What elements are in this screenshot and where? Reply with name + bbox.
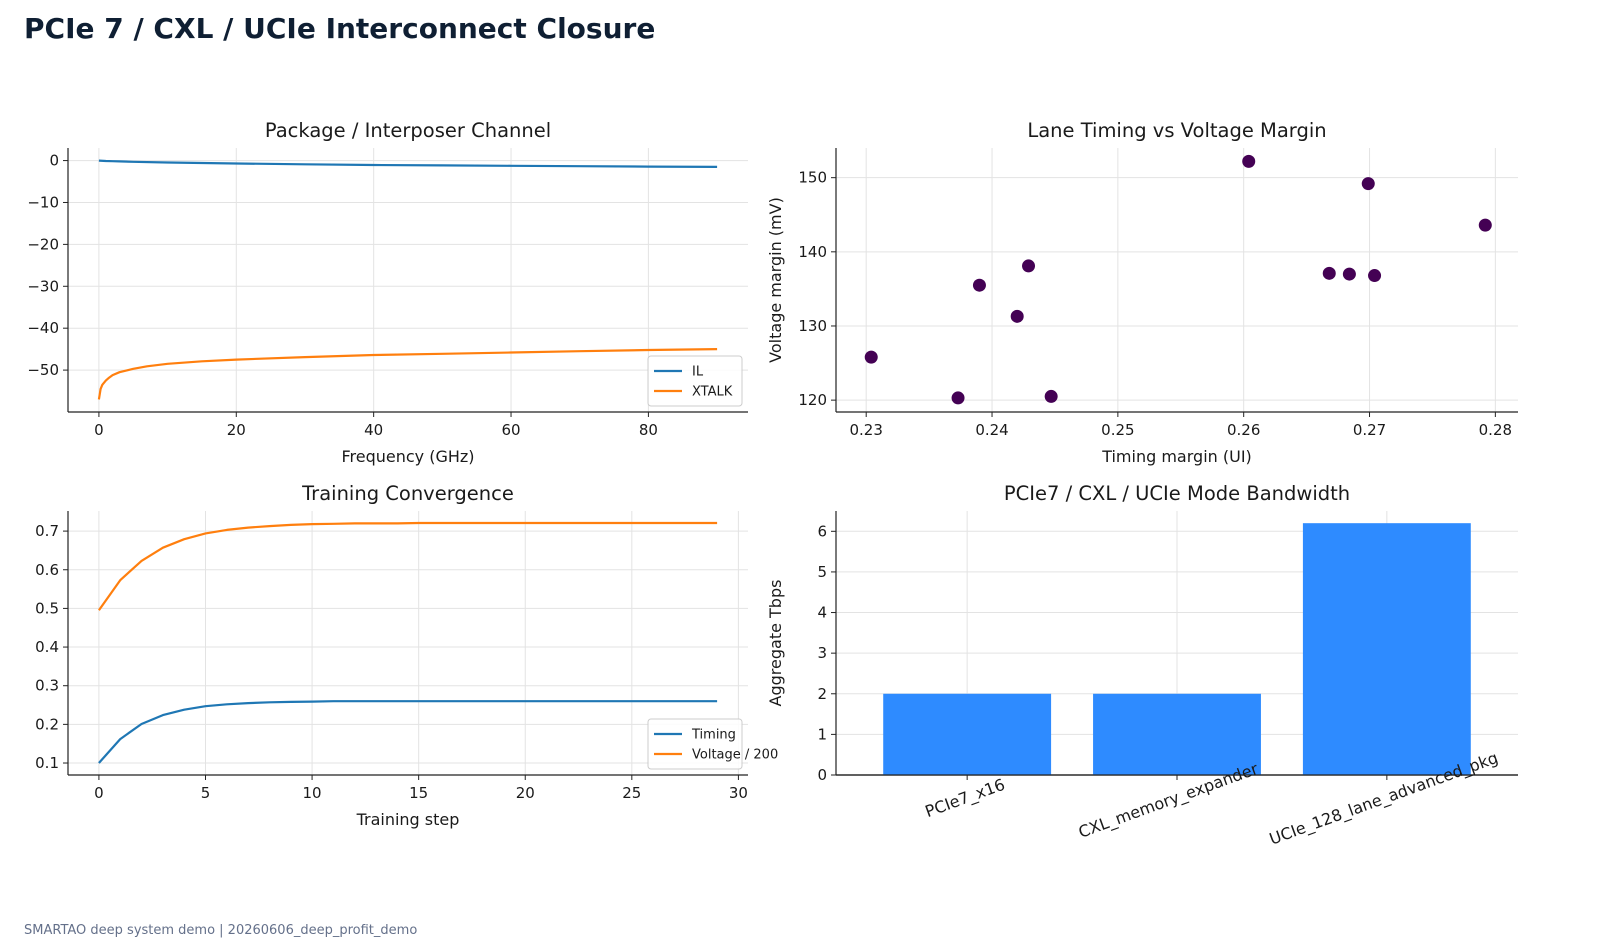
y-tick-label: 1 (817, 725, 827, 743)
x-tick-label: 0 (94, 421, 104, 439)
chart-title: Package / Interposer Channel (265, 119, 551, 142)
y-tick-label: 0.4 (35, 638, 59, 656)
chart-title: PCIe7 / CXL / UCIe Mode Bandwidth (1004, 482, 1350, 505)
scatter-point (972, 278, 986, 292)
y-tick-label: 0.3 (35, 677, 59, 695)
x-tick-label: 0.28 (1479, 421, 1512, 439)
scatter-point (1368, 269, 1382, 283)
legend-box (647, 355, 743, 407)
training-chart: 0.1 0.2 0.3 0.4 0.5 0.6 0.7 0 5 10 15 20 25 30 Trainin… (35, 482, 778, 829)
x-tick-label: 0.25 (1101, 421, 1134, 439)
scatter-point (1322, 266, 1336, 280)
y-axis-label: Aggregate Tbps (766, 580, 785, 707)
y-tick-label: 6 (817, 522, 827, 540)
y-tick-label: −20 (27, 235, 59, 253)
x-tick-label: 60 (501, 421, 520, 439)
legend-label: Timing (691, 728, 736, 743)
x-tick-label: 25 (622, 784, 641, 802)
x-axis-label: Timing margin (UI) (1101, 447, 1252, 466)
y-tick-label: 0 (817, 766, 827, 784)
y-tick-label: −50 (27, 361, 59, 379)
y-tick-label: 0.2 (35, 715, 59, 733)
legend-label: Voltage / 200 (692, 748, 778, 763)
x-tick-label: 40 (364, 421, 383, 439)
y-tick-label: 120 (798, 391, 827, 409)
legend-box (647, 718, 743, 770)
x-axis-label: Training step (356, 810, 460, 829)
y-tick-label: 140 (798, 243, 827, 261)
page-title: PCIe 7 / CXL / UCIe Interconnect Closure (24, 12, 656, 45)
y-tick-label: 4 (817, 604, 827, 622)
y-tick-label: 150 (798, 169, 827, 187)
series-line-voltage-200 (98, 521, 718, 611)
channel-chart: 0 −10 −20 −30 −40 −50 0 20 40 60 80 Package / Inter… (27, 119, 748, 466)
scatter-point (1010, 309, 1024, 323)
y-tick-label: −30 (27, 277, 59, 295)
chart-title: Lane Timing vs Voltage Margin (1027, 119, 1326, 142)
series-line-xtalk (97, 348, 718, 400)
y-tick-label: 0.6 (35, 561, 59, 579)
y-tick-label: 0 (49, 152, 59, 170)
y-tick-label: 2 (817, 685, 827, 703)
y-tick-label: 0.5 (35, 599, 59, 617)
y-tick-label: 5 (817, 563, 827, 581)
bandwidth-chart: 0 1 2 3 4 5 6 PCIe7 / CXL / UCIe Mode Bandwidth… (766, 482, 1518, 850)
scatter-point (1478, 218, 1492, 232)
x-tick-label: 80 (639, 421, 658, 439)
scatter-point (1242, 154, 1256, 168)
series-line-timing (98, 700, 718, 764)
y-tick-label: 3 (817, 644, 827, 662)
scatter-point (1342, 267, 1356, 281)
x-tick-label: 10 (303, 784, 322, 802)
margin-chart: 120 130 140 150 0.23 0.24 0.25 0.26 0.27 0.28 Lane… (766, 119, 1518, 466)
y-tick-label: 0.1 (35, 754, 59, 772)
bar-cxl-memory-expander (1093, 693, 1261, 775)
legend-label: IL (692, 365, 704, 380)
footer-caption: SMARTAO deep system demo | 20260606_deep… (24, 923, 418, 938)
scatter-point (1361, 177, 1375, 191)
y-tick-label: 130 (798, 317, 827, 335)
x-tick-label: 0.26 (1227, 421, 1260, 439)
scatter-point (1044, 389, 1058, 403)
scatter-point (864, 350, 878, 364)
x-tick-label: 20 (516, 784, 535, 802)
y-tick-label: 0.7 (35, 522, 59, 540)
x-tick-label: 0.23 (849, 421, 882, 439)
legend-label: XTALK (692, 385, 733, 400)
x-tick-label: 20 (227, 421, 246, 439)
bar-pcie7-x16 (883, 693, 1052, 775)
x-tick-label: 5 (201, 784, 211, 802)
x-tick-label: 0.27 (1353, 421, 1386, 439)
scatter-point (1022, 259, 1036, 273)
x-tick-label: 30 (729, 784, 748, 802)
x-tick-label: 0 (94, 784, 104, 802)
y-tick-label: −10 (27, 193, 59, 211)
x-tick-label: 15 (409, 784, 428, 802)
y-axis-label: Voltage margin (mV) (766, 197, 785, 363)
series-line-il (98, 159, 718, 168)
y-tick-label: −40 (27, 319, 59, 337)
scatter-point (951, 391, 965, 405)
x-tick-label: 0.24 (975, 421, 1008, 439)
chart-title: Training Convergence (301, 482, 514, 505)
category-label: PCIe7_x16 (923, 775, 1008, 822)
x-axis-label: Frequency (GHz) (341, 447, 474, 466)
bar-ucie-128-lane-advanced-pkg (1302, 523, 1471, 775)
